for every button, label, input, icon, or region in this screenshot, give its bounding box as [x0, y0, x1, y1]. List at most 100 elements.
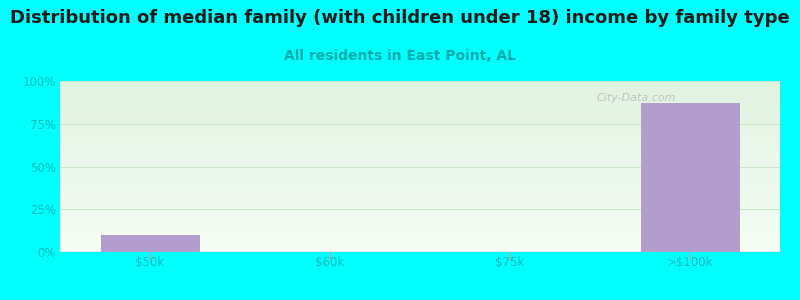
Bar	[60, 152, 780, 153]
Bar	[60, 205, 780, 206]
Bar	[60, 88, 780, 89]
Bar	[60, 109, 780, 110]
Bar	[60, 220, 780, 221]
Bar	[641, 103, 739, 252]
Bar	[60, 227, 780, 228]
Bar	[60, 138, 780, 139]
Bar	[60, 85, 780, 86]
Bar	[60, 101, 780, 102]
Bar	[60, 187, 780, 188]
Bar	[60, 160, 780, 161]
Bar	[60, 249, 780, 250]
Bar	[60, 115, 780, 116]
Bar	[60, 248, 780, 249]
Bar	[60, 245, 780, 246]
Bar	[60, 164, 780, 165]
Bar	[60, 232, 780, 233]
Bar	[60, 148, 780, 149]
Bar	[60, 144, 780, 145]
Bar	[60, 130, 780, 131]
Bar	[60, 83, 780, 84]
Bar	[60, 237, 780, 238]
Bar	[60, 210, 780, 211]
Bar	[60, 230, 780, 231]
Bar	[60, 122, 780, 123]
Bar	[60, 136, 780, 137]
Bar	[60, 91, 780, 92]
Bar	[60, 162, 780, 163]
Text: Distribution of median family (with children under 18) income by family type: Distribution of median family (with chil…	[10, 9, 790, 27]
Bar	[60, 202, 780, 203]
Bar	[60, 238, 780, 239]
Bar	[60, 251, 780, 252]
Bar	[60, 223, 780, 224]
Bar	[60, 172, 780, 173]
Bar	[60, 171, 780, 172]
Bar	[60, 199, 780, 200]
Bar	[60, 178, 780, 179]
Bar	[60, 104, 780, 105]
Bar	[60, 92, 780, 93]
Bar	[60, 103, 780, 104]
Bar	[60, 226, 780, 227]
Bar	[60, 194, 780, 195]
Bar	[60, 157, 780, 158]
Bar	[60, 95, 780, 96]
Bar	[60, 127, 780, 128]
Bar	[60, 177, 780, 178]
Bar	[60, 224, 780, 225]
Bar	[60, 112, 780, 113]
Bar	[60, 81, 780, 82]
Bar	[60, 221, 780, 222]
Bar	[60, 156, 780, 157]
Bar	[60, 129, 780, 130]
Bar	[60, 222, 780, 223]
Bar	[60, 100, 780, 101]
Bar	[60, 87, 780, 88]
Bar	[60, 96, 780, 97]
Bar	[60, 86, 780, 87]
Bar	[60, 185, 780, 186]
Bar	[60, 128, 780, 129]
Bar	[101, 235, 199, 252]
Bar	[60, 135, 780, 136]
Bar	[60, 119, 780, 120]
Bar	[60, 206, 780, 207]
Bar	[60, 97, 780, 98]
Bar	[60, 142, 780, 143]
Bar	[60, 208, 780, 209]
Bar	[60, 126, 780, 127]
Bar	[60, 244, 780, 245]
Bar	[60, 89, 780, 90]
Bar	[60, 149, 780, 150]
Bar	[60, 134, 780, 135]
Bar	[60, 239, 780, 240]
Bar	[60, 82, 780, 83]
Bar	[60, 173, 780, 174]
Bar	[60, 116, 780, 117]
Bar	[60, 198, 780, 199]
Bar	[60, 189, 780, 190]
Bar	[60, 114, 780, 115]
Bar	[60, 236, 780, 237]
Bar	[60, 147, 780, 148]
Bar	[60, 140, 780, 141]
Bar	[60, 193, 780, 194]
Bar	[60, 121, 780, 122]
Bar	[60, 235, 780, 236]
Bar	[60, 201, 780, 202]
Bar	[60, 186, 780, 187]
Bar	[60, 123, 780, 124]
Bar	[60, 207, 780, 208]
Bar	[60, 166, 780, 167]
Bar	[60, 143, 780, 144]
Bar	[60, 217, 780, 218]
Bar	[60, 188, 780, 189]
Bar	[60, 120, 780, 121]
Bar	[60, 214, 780, 215]
Bar	[60, 179, 780, 180]
Bar	[60, 141, 780, 142]
Bar	[60, 202, 780, 203]
Bar	[60, 99, 780, 100]
Bar	[60, 176, 780, 177]
